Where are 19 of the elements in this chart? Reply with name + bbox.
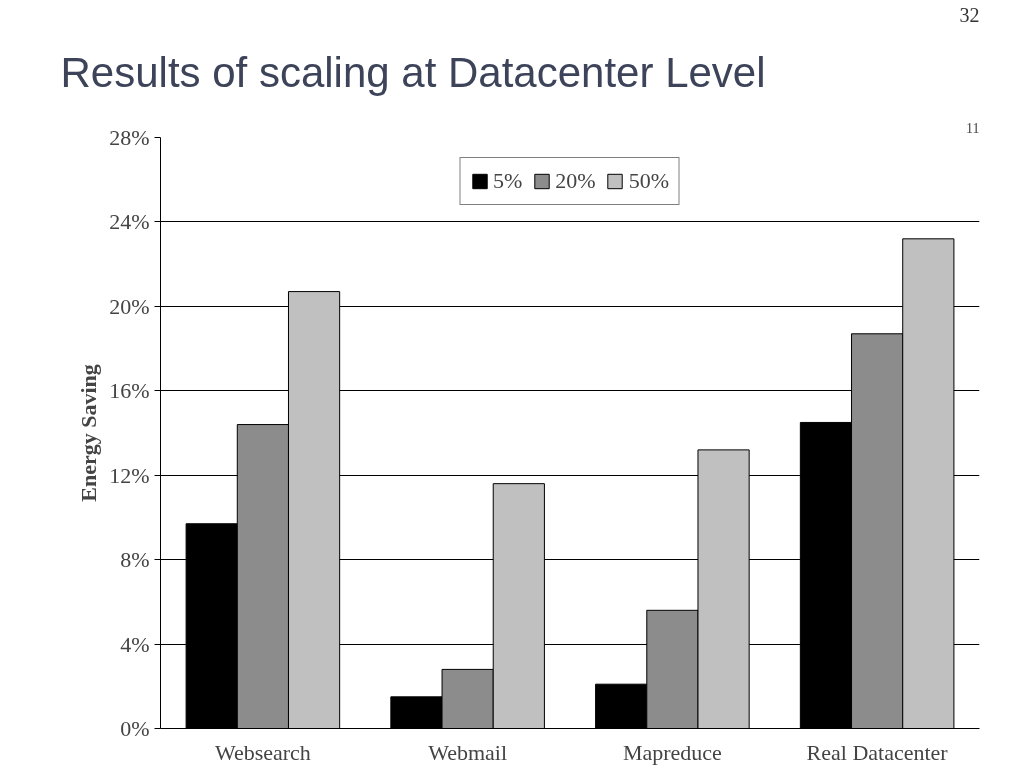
legend-label: 20% <box>555 168 596 194</box>
y-axis-title: Energy Saving <box>76 364 102 502</box>
x-tick-label: Websearch <box>214 739 311 765</box>
legend-label: 5% <box>493 168 523 194</box>
y-tick-label: 16% <box>109 378 150 404</box>
x-tick-label: Real Datacenter <box>806 739 949 765</box>
x-tick-label: Webmail <box>428 739 508 765</box>
x-tick-label: Mapreduce <box>622 739 722 765</box>
y-tick-label: 20% <box>109 293 150 319</box>
y-tick-label: 28% <box>109 125 150 150</box>
chart-title: Results of scaling at Datacenter Level <box>60 48 766 96</box>
y-tick-label: 0% <box>120 716 150 741</box>
y-tick-label: 12% <box>109 462 150 488</box>
y-tick-label: 8% <box>120 547 150 573</box>
legend-label: 50% <box>628 168 669 194</box>
text: 11 <box>966 120 980 136</box>
text: 32 <box>959 3 980 26</box>
y-tick-label: 4% <box>120 631 150 657</box>
y-tick-label: 24% <box>109 209 150 235</box>
